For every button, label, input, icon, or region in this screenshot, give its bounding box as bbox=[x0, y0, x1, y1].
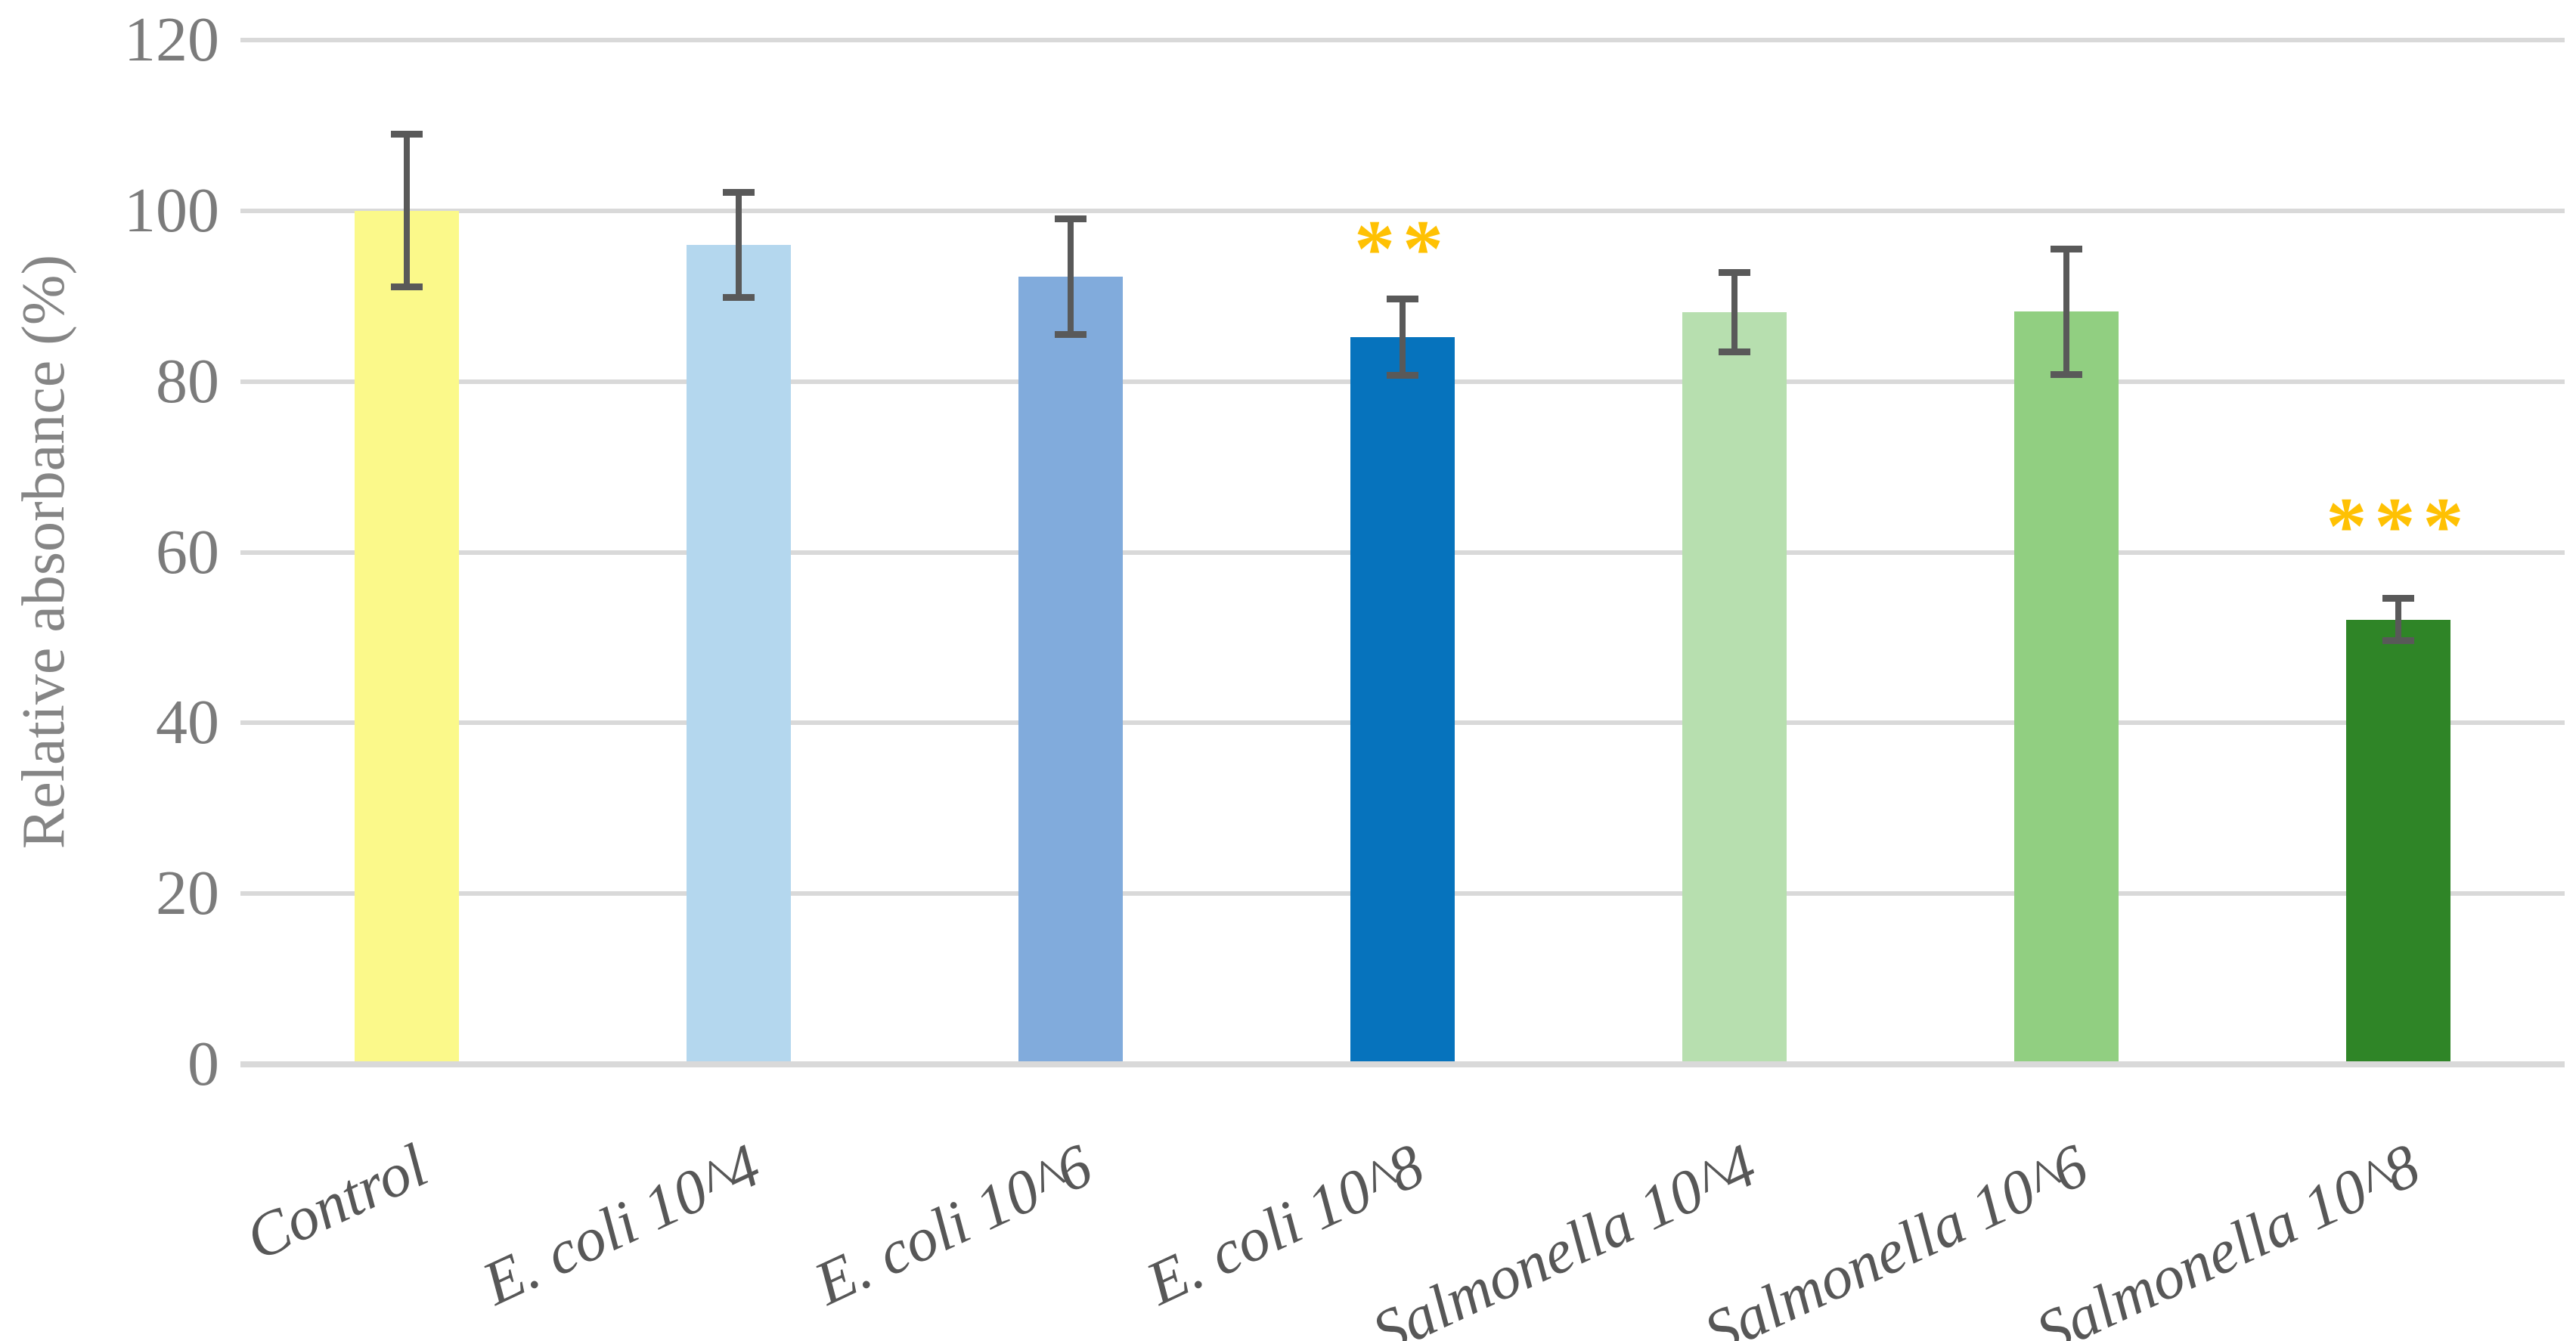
y-tick-label: 100 bbox=[124, 175, 219, 246]
bar-e-coli-10-8 bbox=[1350, 336, 1455, 1064]
category-label: E. coli 10^8 bbox=[1136, 1130, 1434, 1318]
y-tick-label: 80 bbox=[156, 345, 219, 417]
y-tick-label: 120 bbox=[124, 5, 219, 75]
error-bar-line bbox=[1067, 218, 1074, 335]
error-bar-bottom-cap bbox=[2382, 636, 2415, 644]
error-bar-line bbox=[1731, 272, 1738, 353]
error-bar-line bbox=[2395, 598, 2402, 641]
y-tick-label: 20 bbox=[156, 858, 219, 929]
error-bar-bottom-cap bbox=[1054, 330, 1087, 338]
x-axis-line bbox=[240, 1061, 2565, 1067]
error-bar-top-cap bbox=[722, 188, 755, 196]
error-bar-top-cap bbox=[1054, 215, 1087, 222]
significance-marker: ** bbox=[1354, 203, 1451, 294]
bar-e-coli-10-4 bbox=[686, 245, 791, 1064]
bar-e-coli-10-6 bbox=[1018, 276, 1123, 1064]
error-bar-bottom-cap bbox=[722, 294, 755, 301]
bar-control bbox=[354, 210, 459, 1064]
category-label: Control bbox=[235, 1130, 438, 1274]
category-label: E. coli 10^4 bbox=[472, 1130, 770, 1318]
error-bar-line bbox=[2063, 248, 2070, 375]
error-bar-top-cap bbox=[1719, 269, 1751, 277]
error-bar-top-cap bbox=[1387, 296, 1418, 303]
bar-salmonella-10-6 bbox=[2014, 311, 2119, 1064]
error-bar-line bbox=[1400, 299, 1406, 376]
error-bar-line bbox=[403, 134, 410, 288]
gridline bbox=[240, 208, 2565, 213]
error-bar-bottom-cap bbox=[2051, 370, 2083, 378]
error-bar-bottom-cap bbox=[390, 283, 423, 291]
bar-salmonella-10-4 bbox=[1682, 312, 1787, 1064]
y-tick-label: 60 bbox=[156, 516, 219, 587]
bar-salmonella-10-8 bbox=[2346, 619, 2451, 1064]
error-bar-top-cap bbox=[2051, 245, 2083, 252]
error-bar-top-cap bbox=[2382, 595, 2415, 602]
error-bar-bottom-cap bbox=[1387, 371, 1418, 379]
gridline bbox=[240, 38, 2565, 42]
significance-marker: *** bbox=[2326, 481, 2472, 571]
y-tick-label: 0 bbox=[188, 1029, 219, 1099]
error-bar-bottom-cap bbox=[1719, 348, 1751, 356]
error-bar-top-cap bbox=[390, 131, 423, 138]
error-bar-line bbox=[735, 191, 742, 298]
category-label: E. coli 10^6 bbox=[804, 1130, 1102, 1318]
y-tick-label: 40 bbox=[156, 687, 219, 758]
category-label: Salmonella 10^8 bbox=[2026, 1130, 2430, 1341]
